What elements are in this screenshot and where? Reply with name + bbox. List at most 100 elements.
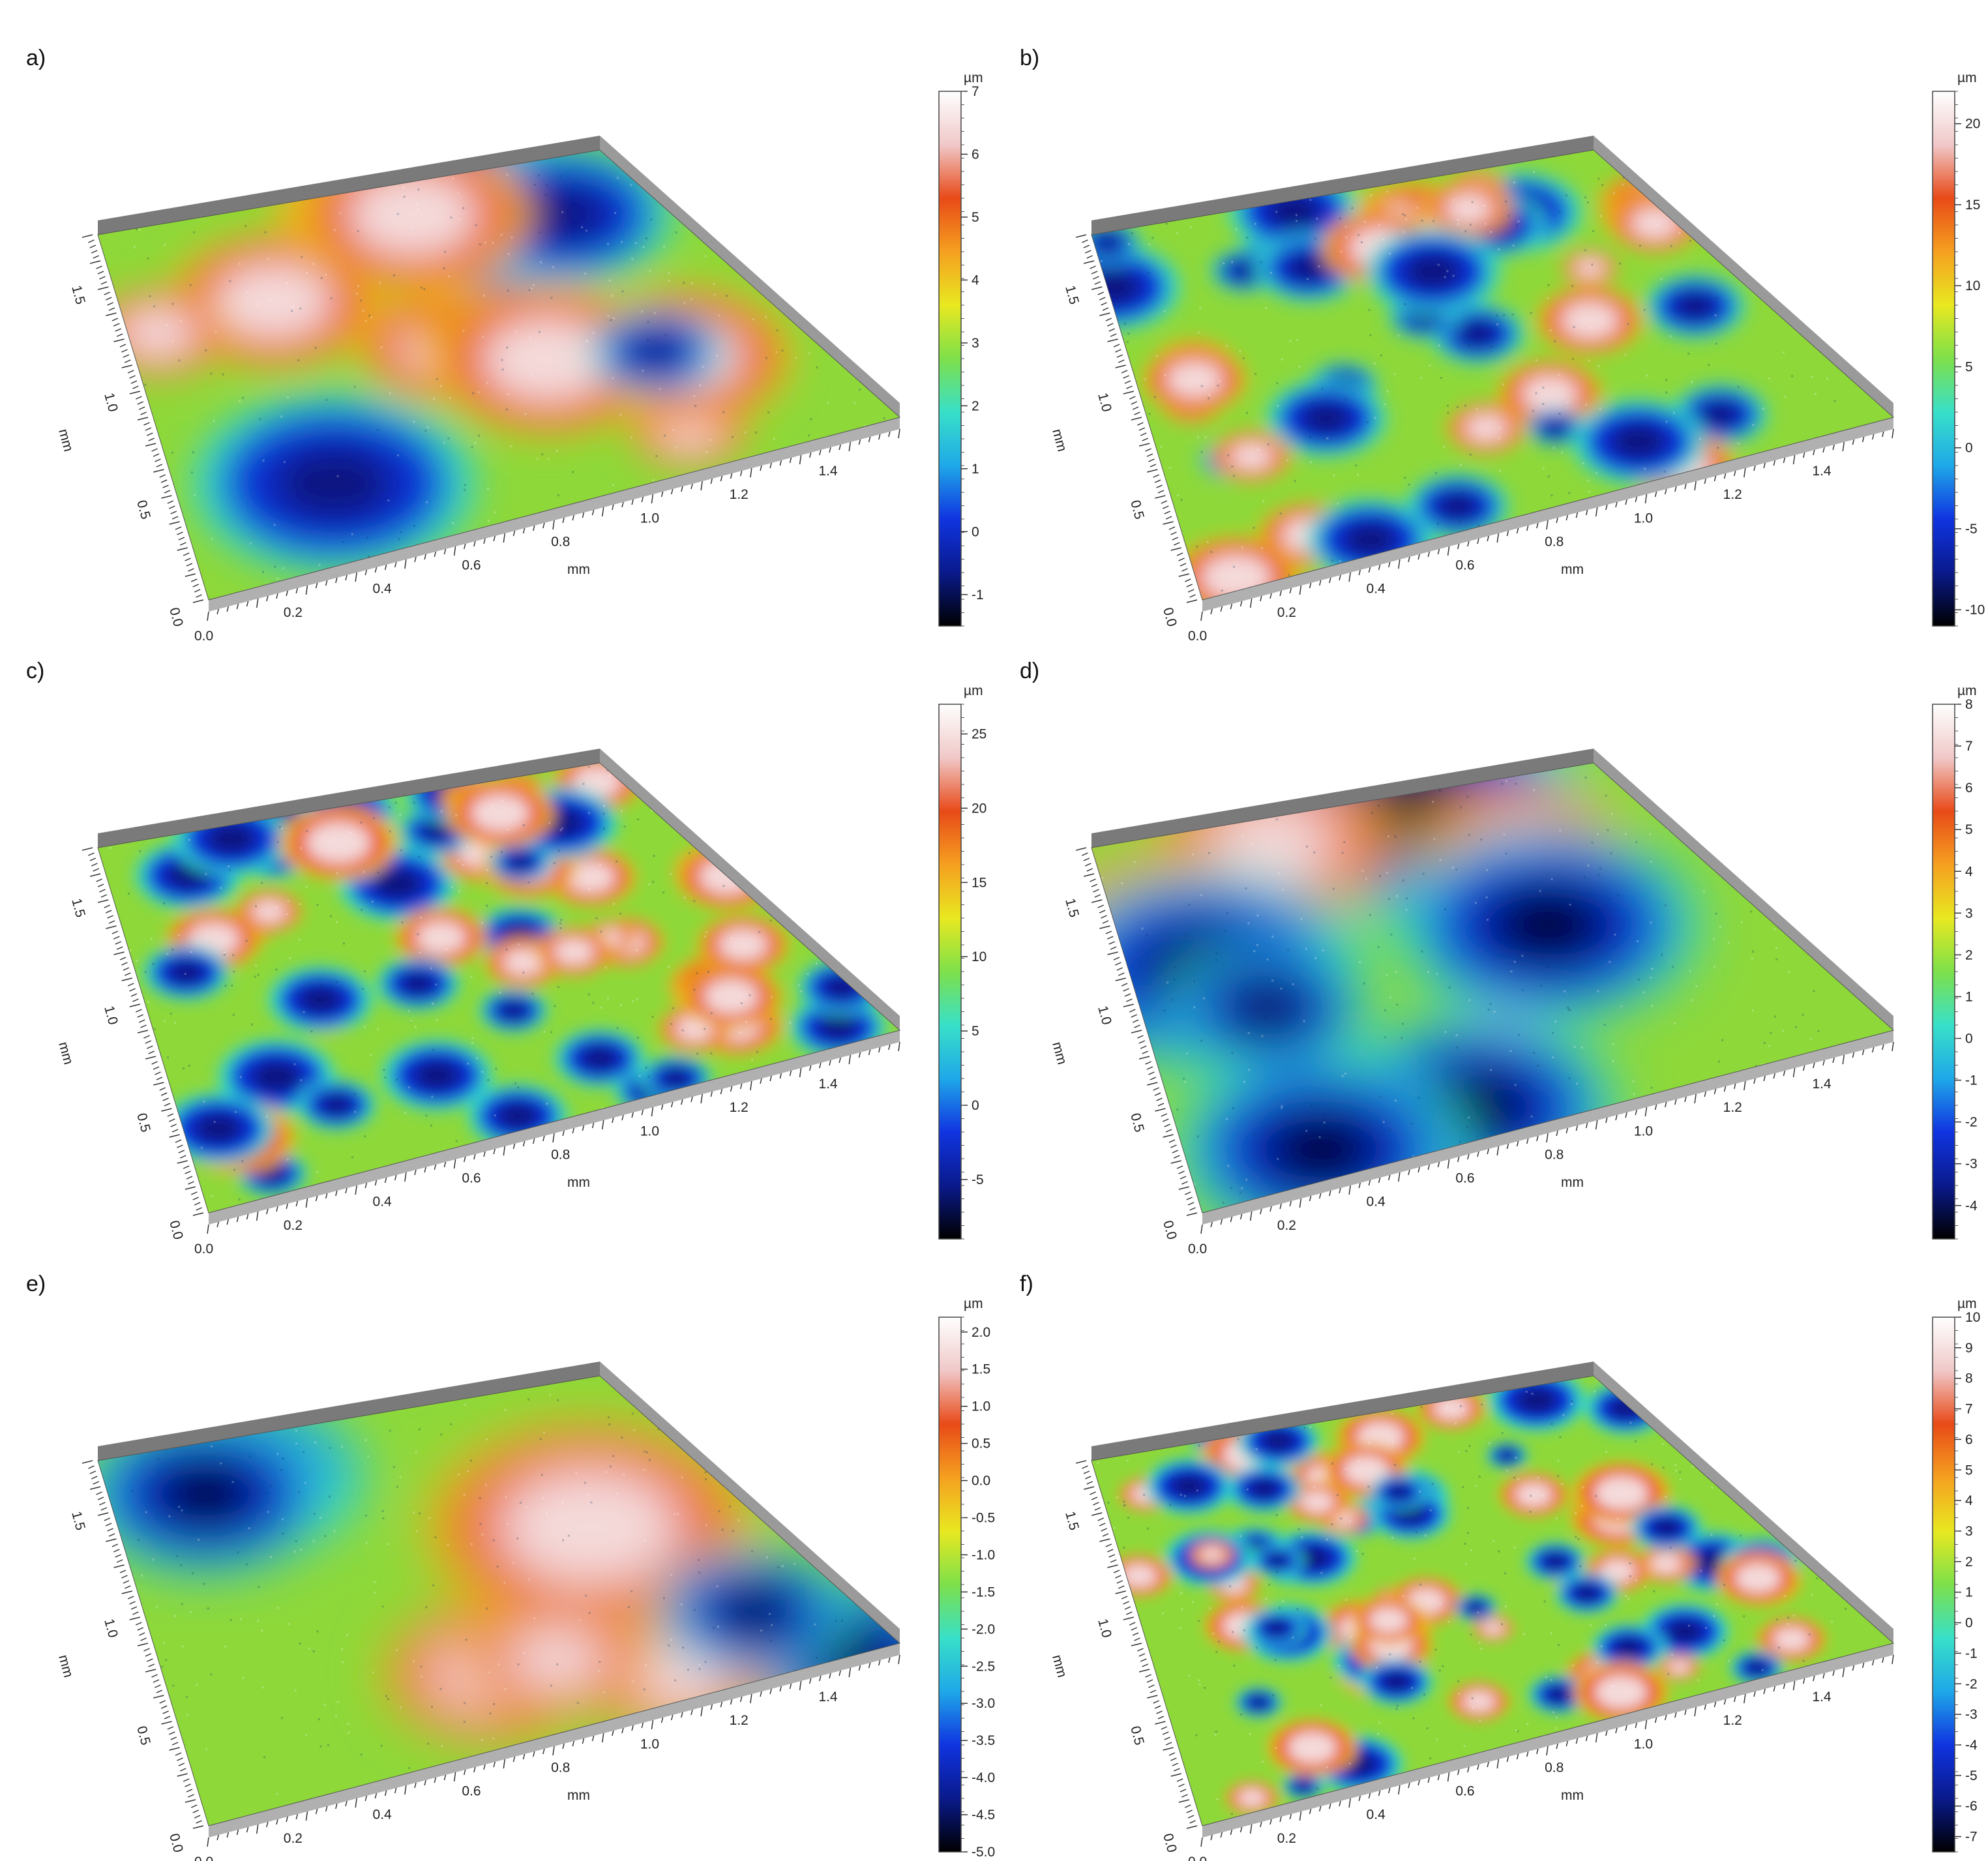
- x-tick-label: 0.4: [373, 1808, 393, 1823]
- x-tick-label: 1.0: [1634, 1124, 1653, 1139]
- scale-tick-label: 5: [972, 210, 979, 225]
- x-tick-label: 1.2: [730, 1713, 749, 1728]
- x-tick-label: 0.6: [462, 558, 481, 573]
- scale-unit: µm: [1957, 683, 1977, 698]
- height-map: [98, 1376, 900, 1826]
- scale-tick-label: -3: [1965, 1707, 1978, 1722]
- x-axis-label: mm: [1561, 562, 1584, 577]
- panel-c: c) 0.0 0.2 0.4 0.6 0.8 1.0 1.2 1.4 mm 0.0 0.5 1.0 1.5…: [0, 639, 994, 1257]
- surface-plot: a) 0.0 0.2 0.4 0.6 0.8 1.0 1.2 1.4 mm 0.0 0.5 1.0 1.5…: [26, 46, 984, 644]
- panel-label: d): [1020, 659, 1039, 683]
- panel-label: e): [26, 1272, 46, 1296]
- surface-outline: [97, 149, 901, 601]
- surface-outline: [1091, 762, 1895, 1213]
- x-tick-label: 0.6: [462, 1784, 481, 1799]
- x-tick-label: 0.2: [284, 1218, 303, 1233]
- x-tick-label: 0.8: [1545, 534, 1564, 549]
- box-right-wall: [1594, 136, 1893, 417]
- scale-tick-label: -6: [1965, 1799, 1978, 1814]
- x-tick-label: 1.4: [1812, 464, 1832, 479]
- x-tick-label: 0.2: [1277, 1831, 1296, 1846]
- y-tick-label: 1.5: [68, 1510, 88, 1532]
- x-tick-label: 0.8: [1545, 1147, 1564, 1162]
- scale-tick-label: 20: [1965, 117, 1980, 132]
- scale-tick-label: 8: [1965, 697, 1973, 712]
- x-tick-label: 1.2: [1723, 1713, 1742, 1728]
- x-tick-label: 1.2: [730, 487, 749, 502]
- y-tick-label: 1.5: [68, 284, 88, 306]
- scale-tick-label: 15: [972, 875, 987, 890]
- scale-tick-label: 3: [1965, 906, 1973, 921]
- y-tick-label: 0.5: [1127, 1725, 1147, 1747]
- scale-tick-label: -5: [1965, 522, 1978, 537]
- scale-tick-label: 3: [972, 336, 979, 351]
- scale-tick-label: -2: [1965, 1115, 1978, 1130]
- panel-label: f): [1020, 1272, 1033, 1296]
- box-right-wall: [1594, 1362, 1893, 1643]
- x-tick-label: 1.4: [818, 1690, 838, 1705]
- scale-tick-label: -4.5: [972, 1808, 995, 1823]
- x-tick-label: 0.4: [1367, 582, 1386, 597]
- surface-plot: d) 0.0 0.2 0.4 0.6 0.8 1.0 1.2 1.4 mm 0.0 0.5 1.0 1.5…: [1020, 659, 1978, 1257]
- scale-tick-label: -1.0: [972, 1547, 995, 1562]
- color-scale-bar: µm 2.0 1.5 1.0 0.5 0.0 -0.5 -1.0 -1.5 -2.0 -2.5 -3.…: [938, 1296, 995, 1860]
- scale-tick-label: -0.5: [972, 1511, 995, 1526]
- y-axis-label: mm: [55, 427, 76, 453]
- scale-unit: µm: [964, 1296, 983, 1311]
- y-tick-label: 0.0: [1160, 1832, 1179, 1854]
- scale-tick-label: 8: [1965, 1371, 1973, 1386]
- panel-e: e) 0.0 0.2 0.4 0.6 0.8 1.0 1.2 1.4 mm 0.0 0.5 1.0 1.5…: [0, 1252, 995, 1861]
- x-tick-label: 1.0: [1634, 1736, 1653, 1751]
- y-tick-label: 0.0: [166, 606, 186, 628]
- scale-unit: µm: [1957, 1296, 1977, 1311]
- scale-unit: µm: [964, 683, 983, 698]
- x-tick-label: 0.0: [1188, 629, 1207, 644]
- scale-unit: µm: [1957, 70, 1977, 85]
- scale-tick-label: 25: [972, 727, 987, 742]
- scale-tick-label: 15: [1965, 198, 1980, 213]
- scale-tick-label: 2: [972, 398, 979, 413]
- box-front-wall: [1202, 1030, 1893, 1225]
- y-tick-label: 0.0: [1160, 1219, 1179, 1241]
- x-axis: 0.0 0.2 0.4 0.6 0.8 1.0 1.2 1.4 mm: [194, 1041, 900, 1257]
- panel-label: b): [1020, 46, 1039, 70]
- scale-tick-label: -5: [1965, 1768, 1978, 1783]
- scale-tick-label: 10: [1965, 1310, 1980, 1325]
- scale-tick-label: 20: [972, 801, 987, 816]
- scale-tick-label: 0: [1965, 441, 1973, 456]
- scale-tick-label: 5: [1965, 822, 1973, 837]
- scale-tick-label: -4.0: [972, 1770, 995, 1785]
- y-tick-label: 1.0: [1095, 391, 1114, 413]
- surface-plot: f) 0.0 0.2 0.4 0.6 0.8 1.0 1.2 1.4 mm 0.0 0.5 1.0 1.5…: [1020, 1272, 1980, 1861]
- x-axis: 0.0 0.2 0.4 0.6 0.8 1.0 1.2 1.4 mm: [194, 428, 900, 644]
- x-axis-label: mm: [567, 562, 590, 577]
- y-axis: 0.0 0.5 1.0 1.5 mm: [55, 847, 204, 1242]
- surface-plot: b) 0.0 0.2 0.4 0.6 0.8 1.0 1.2 1.4 mm 0.0 0.5 1.0 1.5…: [1020, 46, 1985, 644]
- y-axis: 0.0 0.5 1.0 1.5 mm: [1049, 847, 1198, 1242]
- panel-f: f) 0.0 0.2 0.4 0.6 0.8 1.0 1.2 1.4 mm 0.0 0.5 1.0 1.5…: [994, 1252, 1987, 1861]
- height-map: [98, 763, 900, 1213]
- x-tick-label: 0.6: [1455, 558, 1474, 573]
- x-tick-label: 0.6: [1455, 1171, 1474, 1186]
- scale-tick-label: 0: [1965, 1032, 1973, 1047]
- x-tick-label: 1.0: [1634, 511, 1653, 526]
- x-tick-label: 0.6: [462, 1171, 481, 1186]
- x-axis-label: mm: [567, 1788, 590, 1803]
- box-back-wall: [1091, 136, 1594, 235]
- scale-tick-label: 6: [1965, 1432, 1973, 1447]
- x-tick-label: 0.8: [551, 1760, 570, 1775]
- y-tick-label: 1.5: [68, 897, 88, 919]
- scale-tick-label: 0: [972, 1098, 979, 1113]
- y-axis-label: mm: [55, 1040, 76, 1066]
- x-tick-label: 0.8: [551, 1147, 570, 1162]
- y-tick-label: 0.0: [166, 1219, 186, 1241]
- scale-tick-label: 1.0: [972, 1399, 990, 1414]
- box-front-wall: [1202, 1643, 1893, 1838]
- scale-tick-label: 6: [972, 147, 979, 162]
- scale-tick-label: -1: [972, 588, 984, 603]
- y-axis-label: mm: [1049, 427, 1069, 453]
- y-axis-label: mm: [55, 1653, 76, 1679]
- box-front-wall: [209, 417, 900, 612]
- color-scale-bar: µm7 6 5 4 3 2 1 0 -1: [938, 70, 984, 627]
- x-tick-label: 0.0: [194, 1242, 213, 1257]
